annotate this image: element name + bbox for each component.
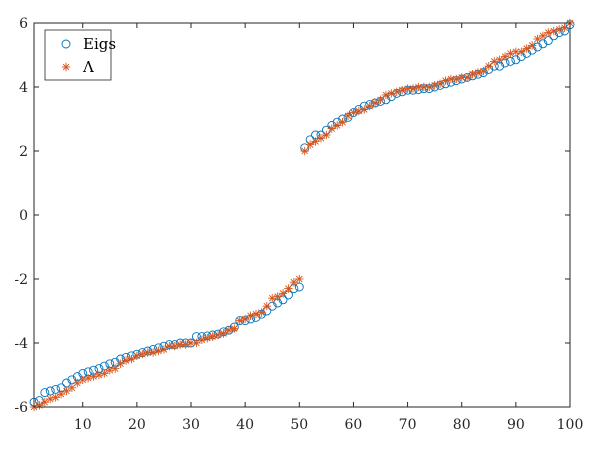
y-tick-label: 6 xyxy=(19,16,28,32)
data-point-lambda-87 xyxy=(495,55,504,64)
data-point-lambda-92 xyxy=(522,44,531,53)
data-point-lambda-60 xyxy=(349,108,358,117)
x-tick-label: 40 xyxy=(236,417,254,433)
data-point-lambda-5 xyxy=(51,393,60,402)
y-tick-label: -2 xyxy=(14,272,28,288)
y-tick-label: -4 xyxy=(14,336,28,352)
data-point-lambda-34 xyxy=(208,332,217,341)
data-point-lambda-42 xyxy=(251,310,261,319)
data-point-lambda-66 xyxy=(381,90,391,100)
data-point-lambda-13 xyxy=(94,370,104,380)
data-point-lambda-41 xyxy=(246,311,255,320)
data-point-lambda-72 xyxy=(414,82,423,92)
data-point-lambda-67 xyxy=(387,89,396,98)
data-point-lambda-71 xyxy=(408,84,418,93)
data-point-lambda-58 xyxy=(338,118,347,127)
data-point-lambda-18 xyxy=(121,356,131,365)
data-point-lambda-89 xyxy=(506,49,515,58)
data-point-lambda-48 xyxy=(284,284,293,293)
x-tick-label: 90 xyxy=(507,417,525,433)
data-point-lambda-50 xyxy=(295,274,304,284)
data-point-lambda-93 xyxy=(527,41,537,50)
data-point-lambda-77 xyxy=(441,76,450,85)
data-point-lambda-23 xyxy=(148,348,158,357)
data-point-lambda-98 xyxy=(554,25,564,34)
data-point-lambda-51 xyxy=(300,146,309,156)
data-point-lambda-10 xyxy=(78,375,87,384)
x-tick-label: 30 xyxy=(182,417,200,433)
data-point-lambda-79 xyxy=(452,74,461,84)
data-point-eigs-3 xyxy=(40,388,50,398)
data-point-lambda-86 xyxy=(490,57,499,66)
data-point-lambda-62 xyxy=(360,105,369,114)
x-tick-label: 50 xyxy=(290,417,308,433)
data-point-lambda-83 xyxy=(473,68,483,77)
legend-label-lambda: Λ xyxy=(82,58,94,76)
legend-marker-eigs xyxy=(61,39,71,49)
data-point-lambda-24 xyxy=(154,346,163,356)
data-point-lambda-44 xyxy=(262,302,272,311)
x-axis: 10 20 30 40 50 60 70 80 90 100 xyxy=(74,23,584,433)
y-tick-label: 0 xyxy=(19,208,28,224)
legend-box xyxy=(44,29,112,81)
data-point-lambda-69 xyxy=(397,86,407,95)
data-point-lambda-36 xyxy=(219,329,228,338)
data-point-lambda-37 xyxy=(224,326,234,335)
data-point-lambda-35 xyxy=(213,330,223,340)
data-point-lambda-33 xyxy=(203,334,212,343)
data-point-lambda-15 xyxy=(105,366,114,375)
data-point-lambda-4 xyxy=(46,394,55,404)
data-point-lambda-75 xyxy=(430,81,439,90)
data-point-lambda-32 xyxy=(197,335,207,344)
data-point-lambda-82 xyxy=(468,70,477,79)
data-point-lambda-47 xyxy=(278,289,288,298)
data-point-lambda-85 xyxy=(484,62,493,71)
y-tick-label: 4 xyxy=(19,80,28,96)
data-point-lambda-74 xyxy=(425,82,434,92)
data-point-lambda-43 xyxy=(257,308,266,317)
data-point-lambda-8 xyxy=(67,383,77,392)
data-point-lambda-21 xyxy=(138,350,147,359)
data-point-lambda-11 xyxy=(83,374,93,383)
data-point-lambda-27 xyxy=(170,342,179,351)
data-point-lambda-84 xyxy=(479,66,488,76)
legend-label-eigs: Eigs xyxy=(83,35,116,53)
data-marks xyxy=(29,18,575,412)
data-point-lambda-12 xyxy=(89,372,98,381)
data-point-lambda-68 xyxy=(392,87,401,96)
data-point-lambda-30 xyxy=(186,338,196,348)
data-point-lambda-81 xyxy=(462,73,472,82)
x-tick-label: 60 xyxy=(345,417,363,433)
y-tick-label: -6 xyxy=(14,400,28,416)
legend: Eigs Λ xyxy=(44,29,116,81)
data-point-lambda-97 xyxy=(549,26,558,36)
data-point-lambda-9 xyxy=(73,378,82,388)
data-point-lambda-45 xyxy=(268,294,277,303)
data-point-lambda-16 xyxy=(111,364,120,373)
y-axis: -6 -4 -2 0 2 4 6 xyxy=(14,16,570,416)
data-point-lambda-61 xyxy=(354,106,364,116)
legend-marker-lambda xyxy=(61,62,71,72)
data-point-lambda-38 xyxy=(230,324,239,333)
data-point-lambda-96 xyxy=(544,28,553,37)
plot-background xyxy=(34,23,570,407)
y-tick-label: 2 xyxy=(19,144,28,160)
x-tick-label: 10 xyxy=(74,417,92,433)
data-point-lambda-49 xyxy=(289,278,299,287)
x-tick-label: 80 xyxy=(453,417,471,433)
data-point-lambda-88 xyxy=(500,52,510,61)
data-point-lambda-99 xyxy=(560,23,569,32)
data-point-lambda-65 xyxy=(376,95,385,104)
data-point-lambda-55 xyxy=(322,130,331,140)
data-point-lambda-29 xyxy=(181,340,190,349)
legend-entries xyxy=(61,39,71,72)
x-tick-label: 20 xyxy=(128,417,146,433)
x-tick-label: 70 xyxy=(399,417,417,433)
data-point-lambda-20 xyxy=(132,351,142,360)
data-point-lambda-53 xyxy=(311,137,320,146)
x-tick-label: 100 xyxy=(557,417,584,433)
data-point-lambda-39 xyxy=(235,316,244,325)
